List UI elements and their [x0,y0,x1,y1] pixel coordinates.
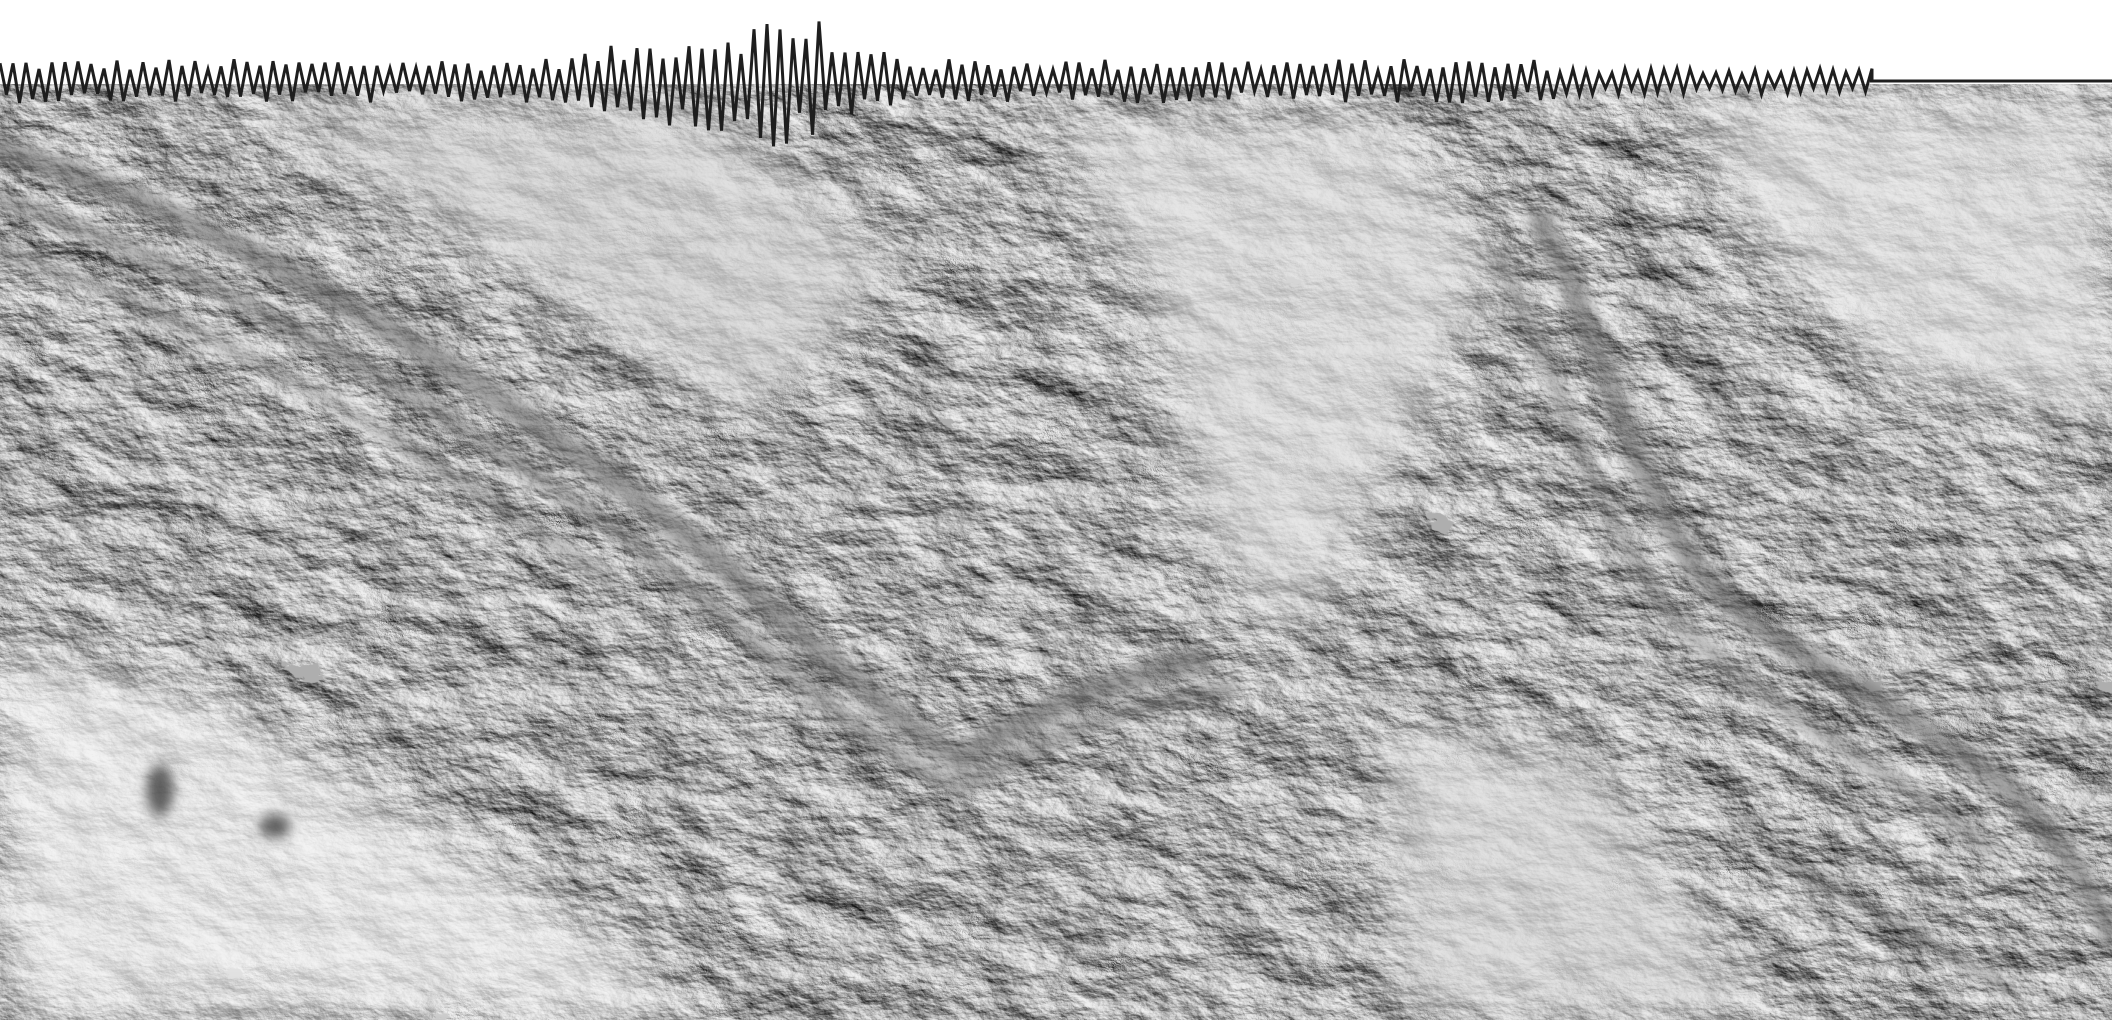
ridges [0,137,2112,993]
terrain [0,84,2112,1020]
lakes [146,764,291,838]
plains [0,90,2112,1020]
trace-line [0,21,1874,147]
seismic-trace [0,21,2112,147]
